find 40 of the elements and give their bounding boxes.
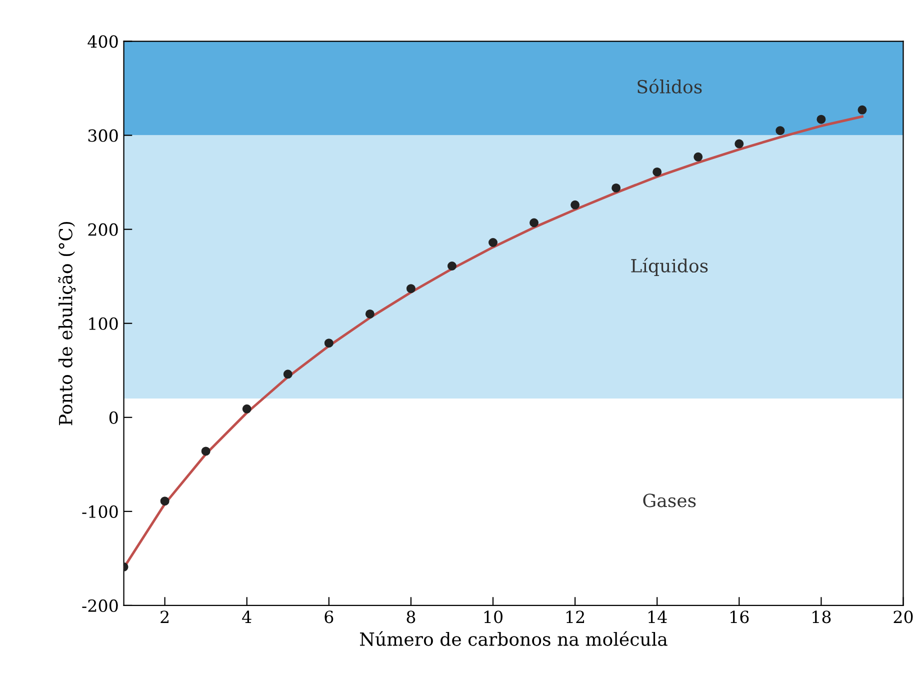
x-tick-label: 20 [894,610,913,624]
point [694,152,703,162]
point [406,284,416,294]
x-tick-label: 6 [324,610,334,624]
point [570,200,580,210]
point [160,496,170,506]
y-tick-label: 100 [89,317,118,330]
point [734,139,744,148]
x-tick-label: 10 [484,610,503,624]
x-tick-label: 18 [812,610,831,624]
point [816,114,826,124]
y-axis-title: Ponto de ebulição (°C) [58,222,76,426]
band-label: Sólidos [638,78,702,94]
x-axis-title: Número de carbonos na molécula [360,631,668,646]
y-tick-label: -100 [82,505,118,518]
point [242,404,252,414]
x-tick-label: 12 [566,610,584,623]
x-tick-label: 2 [160,610,168,623]
x-tick-label: 16 [730,610,749,624]
point [612,183,621,192]
point [776,126,785,136]
x-tick-label: 14 [648,610,667,623]
y-tick-label: -200 [82,599,118,612]
band-label: Gases [643,494,696,508]
point [488,238,498,247]
band-label: Líquidos [631,258,708,276]
point [447,262,456,271]
point [365,309,374,318]
point [652,167,662,176]
y-tick-label: 300 [88,129,118,142]
x-tick-label: 8 [406,610,416,624]
point [201,446,210,456]
point [283,370,292,379]
point [530,218,539,228]
y-tick-label: 400 [88,35,118,48]
point [324,338,334,348]
point [858,105,867,114]
x-tick-label: 4 [242,610,252,623]
y-tick-label: 200 [88,223,118,236]
y-tick-label: 0 [109,411,118,424]
